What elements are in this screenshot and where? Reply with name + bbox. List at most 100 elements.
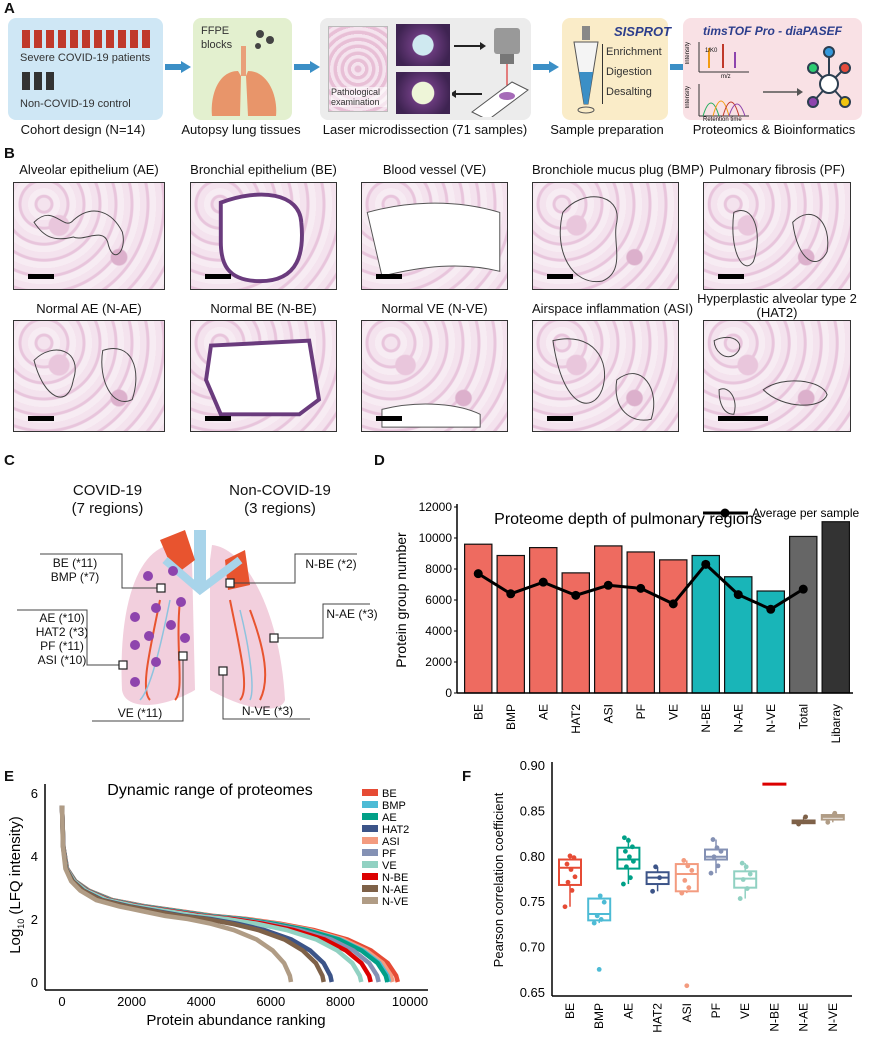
point-n-ae xyxy=(803,814,808,820)
autopsy-box: FFPE blocks xyxy=(193,18,292,120)
k0-label: 1/K0 xyxy=(705,48,718,54)
point-ve xyxy=(743,864,749,870)
cohort-box: Severe COVID-19 patients Non-COVID-19 co… xyxy=(8,18,163,120)
microscopy-image-2 xyxy=(396,72,450,114)
point-ae xyxy=(627,854,632,860)
sample-prep-caption: Sample preparation xyxy=(550,122,664,137)
point-be xyxy=(567,853,573,859)
lung-icon xyxy=(211,30,277,116)
point-ae xyxy=(630,844,635,850)
average-point xyxy=(636,583,646,593)
bar-ae xyxy=(528,547,558,694)
image-title-ve: Blood vessel (VE) xyxy=(382,162,487,177)
average-point xyxy=(733,590,743,600)
legend-label: N-AE xyxy=(382,884,408,896)
image-title-pf: Pulmonary fibrosis (PF) xyxy=(709,162,845,177)
point-ae xyxy=(626,838,631,843)
sample-prep-box: SISPROT Enrichment Digestion Desalting xyxy=(562,18,671,120)
x-tick-label: HAT2 xyxy=(651,1003,665,1033)
x-tick-label: N-AE xyxy=(731,704,745,733)
x-tick-label: N-BE xyxy=(767,1003,781,1032)
label-asi: ASI (*10) xyxy=(37,653,87,667)
outlier-asi xyxy=(684,983,690,989)
x-tick-label: 0 xyxy=(58,994,65,1009)
arrow-icon xyxy=(294,61,320,73)
x-tick-label: VE xyxy=(666,704,680,720)
point-pf xyxy=(710,837,716,842)
y-tick-label: 0 xyxy=(31,975,38,990)
point-asi xyxy=(685,863,691,869)
x-tick-label: BE xyxy=(563,1003,577,1019)
point-ve xyxy=(737,896,743,901)
covid-title: COVID-19 xyxy=(72,482,143,499)
bar-libaray xyxy=(821,521,850,694)
step-enrichment: Enrichment xyxy=(606,46,662,58)
label-bmp: BMP (*7) xyxy=(50,570,100,584)
x-tick-label: ASI xyxy=(601,704,615,723)
point-asi xyxy=(679,890,685,896)
bar-pf xyxy=(626,551,655,694)
non-covid-title: Non-COVID-19 xyxy=(229,482,331,499)
arrow-icon xyxy=(533,61,559,73)
x-tick-label: Total xyxy=(796,704,810,729)
mz-label: m/z xyxy=(721,74,731,80)
average-point xyxy=(571,590,581,600)
point-bmp xyxy=(601,899,607,905)
image-title-hat2-abbr: (HAT2) xyxy=(756,305,798,320)
tissue-slide-image: Pathological examination xyxy=(328,26,388,112)
autopsy-caption: Autopsy lung tissues xyxy=(181,122,301,137)
histology-image-n-ve xyxy=(361,320,508,432)
x-tick-label: 10000 xyxy=(392,994,428,1009)
legend-label: HAT2 xyxy=(382,824,409,836)
y-tick-label: 12000 xyxy=(419,500,453,514)
point-asi xyxy=(686,885,692,891)
x-tick-label: 8000 xyxy=(326,994,355,1009)
proteomics-caption: Proteomics & Bioinformatics xyxy=(692,122,856,137)
average-point xyxy=(506,589,516,599)
average-point xyxy=(701,559,711,569)
average-point xyxy=(603,580,613,590)
network-icon xyxy=(807,46,851,108)
label-be: BE (*11) xyxy=(52,556,98,570)
lung-diagram xyxy=(17,530,370,722)
lmd-box: Pathological examination xyxy=(320,18,531,120)
curve-n-ve xyxy=(59,805,294,983)
point-be xyxy=(564,861,570,867)
point-be xyxy=(568,867,574,872)
y-tick-label: 4000 xyxy=(425,624,452,638)
y-tick-label: 6000 xyxy=(425,593,452,607)
legend-point xyxy=(720,508,730,518)
point-bmp xyxy=(597,893,603,899)
point-ve xyxy=(739,860,745,866)
point-n-ve xyxy=(832,810,838,816)
legend-swatch xyxy=(362,789,378,796)
y-tick-label: 2 xyxy=(31,912,38,927)
legend-label: BE xyxy=(382,788,397,800)
x-tick-label: ASI xyxy=(680,1003,694,1022)
label-ve: VE (*11) xyxy=(117,706,163,720)
point-hat2 xyxy=(657,875,662,881)
y-tick-label: 0.90 xyxy=(520,758,545,773)
x-tick-label: BMP xyxy=(592,1003,606,1029)
point-ae xyxy=(631,858,636,864)
x-tick-label: N-VE xyxy=(826,1003,840,1032)
average-point xyxy=(798,584,808,594)
point-hat2 xyxy=(650,888,655,894)
legend-label: PF xyxy=(382,848,396,860)
covid-subtitle: (7 regions) xyxy=(71,500,144,517)
point-pf xyxy=(715,863,721,869)
cohort-caption: Cohort design (N=14) xyxy=(20,122,146,137)
step-desalting: Desalting xyxy=(606,86,652,98)
x-tick-label: 6000 xyxy=(256,994,285,1009)
legend-label: BMP xyxy=(382,800,406,812)
x-axis-label: Protein abundance ranking xyxy=(146,1012,325,1029)
point-be xyxy=(569,887,575,893)
lmd-caption: Laser microdissection (71 samples) xyxy=(322,122,528,137)
point-n-ve xyxy=(825,819,831,825)
y-tick-label: 0.75 xyxy=(520,894,545,909)
legend-label: Average per sample xyxy=(752,506,860,520)
virus-icons xyxy=(130,566,190,687)
label-hat2: HAT2 (*3) xyxy=(35,625,89,639)
y-tick-label: 10000 xyxy=(419,531,453,545)
